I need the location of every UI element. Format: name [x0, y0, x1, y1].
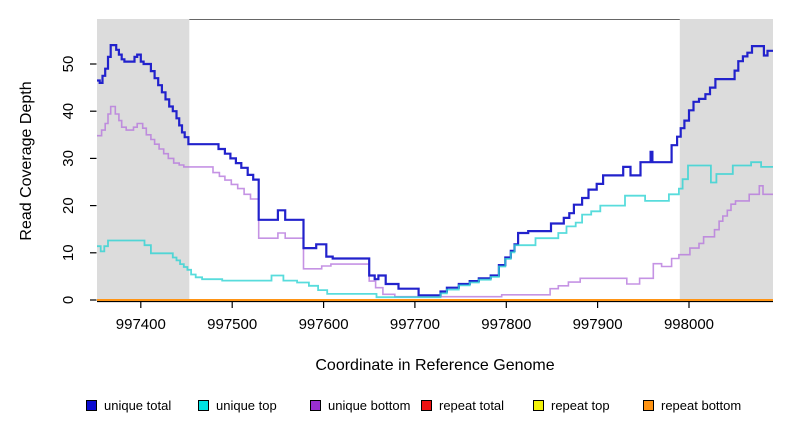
y-axis-tick-label: 0 [60, 296, 77, 304]
y-axis-tick-label: 40 [60, 103, 77, 120]
y-axis-tick-label: 20 [60, 197, 77, 214]
series-line-unique-bottom [97, 105, 773, 298]
x-axis-tick-label: 997800 [481, 316, 531, 333]
x-axis-tick-label: 998000 [664, 316, 714, 333]
x-axis-tick-label: 997600 [299, 316, 349, 333]
x-axis-tick-label: 997700 [390, 316, 440, 333]
y-axis-tick-label: 10 [60, 244, 77, 261]
x-axis-tick-label: 997400 [116, 316, 166, 333]
x-axis-tick-label: 997500 [207, 316, 257, 333]
y-axis-title: Read Coverage Depth [18, 81, 35, 241]
highlight-band [679, 19, 773, 302]
y-axis-tick-label: 30 [60, 150, 77, 167]
series-line-unique-top [97, 161, 773, 299]
x-axis-title: Coordinate in Reference Genome [315, 357, 555, 374]
y-axis-tick-label: 50 [60, 56, 77, 73]
series-line-unique-total [97, 44, 773, 297]
x-axis-tick-label: 997900 [573, 316, 623, 333]
